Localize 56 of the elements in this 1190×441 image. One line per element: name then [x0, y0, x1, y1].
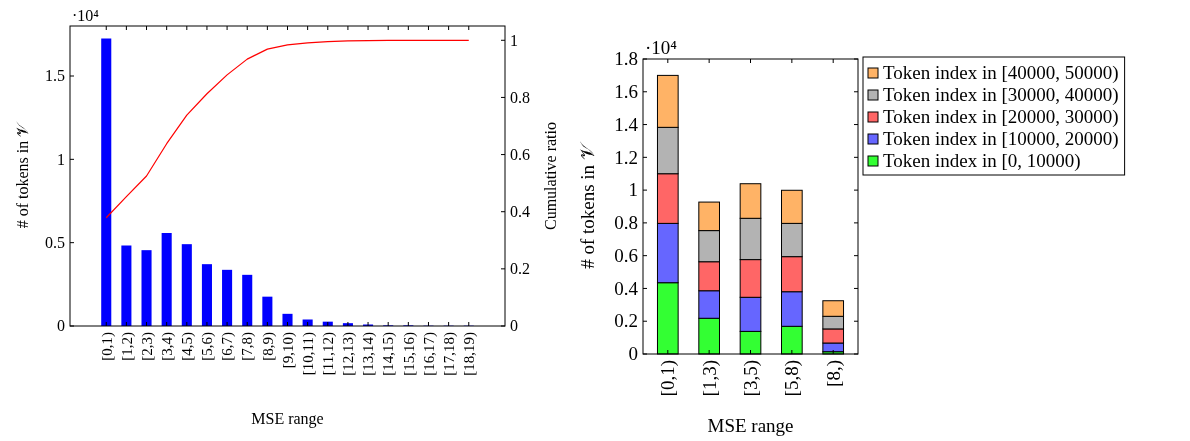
y-tick-label: 1.4: [614, 113, 639, 135]
x-tick-label: [15,16): [400, 332, 418, 376]
x-tick-label: [3,5): [740, 360, 763, 397]
y-axis-title: # of tokens in 𝒱: [576, 141, 598, 269]
x-tick-label: [2,3): [138, 332, 156, 361]
x-tick-label: [0,1): [98, 332, 116, 361]
x-tick-label: [0,1): [657, 360, 680, 397]
x-tick-label: [5,6): [199, 332, 217, 361]
x-tick-label: [8,): [822, 360, 845, 387]
y2-tick-label: 0.6: [510, 145, 530, 163]
x-tick-label: [17,18): [440, 332, 458, 376]
y-tick-label: 0.4: [614, 277, 639, 299]
y-tick-label: 0.8: [614, 212, 638, 234]
x-tick-label: [6,7): [219, 332, 237, 361]
legend-label: Token index in [40000, 50000): [883, 62, 1119, 84]
legend-label: Token index in [30000, 40000): [883, 84, 1119, 106]
y-tick-label: 0.2: [614, 310, 638, 332]
y-tick-label: 0: [57, 317, 65, 335]
y-tick-label: 1.5: [45, 67, 65, 85]
x-tick-label: [1,2): [118, 332, 136, 361]
legend-label: Token index in [0, 10000): [883, 150, 1081, 172]
legend-label: Token index in [10000, 20000): [883, 128, 1119, 150]
y2-tick-label: 0.8: [510, 88, 530, 106]
y2-axis-title: Cumulative ratio: [542, 122, 560, 230]
legend-label: Token index in [20000, 30000): [883, 106, 1119, 128]
x-tick-label: [7,8): [239, 332, 257, 361]
y-tick-label: 0.5: [45, 233, 65, 251]
text: ·10⁴: [72, 7, 100, 24]
x-tick-label: [4,5): [179, 332, 197, 361]
y-tick-label: 0: [628, 343, 638, 365]
x-tick-label: [1,3): [698, 360, 721, 397]
x-axis-title: MSE range: [251, 410, 324, 428]
x-tick-label: [5,8): [781, 360, 804, 397]
x-tick-label: [13,14): [360, 332, 378, 376]
y2-tick-label: 0.2: [510, 260, 530, 278]
x-tick-label: [8,9): [259, 332, 277, 361]
y-tick-label: 1.6: [614, 81, 638, 103]
y-tick-label: 1: [628, 179, 638, 201]
x-tick-label: [14,15): [380, 332, 398, 376]
y2-tick-label: 1: [510, 31, 518, 49]
x-tick-label: [11,12): [320, 332, 338, 376]
y-tick-label: 1.2: [614, 146, 638, 168]
y-axis-title: # of tokens in 𝒱: [14, 120, 32, 229]
x-tick-label: [10,11): [299, 332, 317, 376]
y-tick-label: 1.8: [614, 48, 638, 70]
x-tick-label: [16,17): [420, 332, 438, 376]
x-tick-label: [12,13): [340, 332, 358, 376]
y2-tick-label: 0.4: [510, 202, 530, 220]
x-axis-title: MSE range: [707, 415, 794, 436]
x-tick-label: [9,10): [279, 332, 297, 369]
y2-tick-label: 0: [510, 317, 518, 335]
x-tick-label: [18,19): [461, 332, 478, 376]
text: ·10⁴: [645, 37, 678, 58]
y-tick-label: 0.6: [614, 244, 638, 266]
y-tick-label: 1: [57, 150, 65, 168]
x-tick-label: [3,4): [158, 332, 176, 361]
